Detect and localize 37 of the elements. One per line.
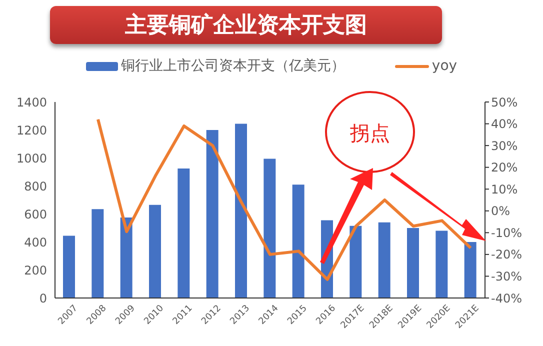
bar	[292, 184, 304, 298]
annotation: 拐点	[349, 121, 390, 145]
y-tick-label: 0	[39, 291, 47, 306]
bar	[92, 209, 104, 298]
y2-tick-label: -40%	[491, 291, 522, 306]
bar	[235, 124, 247, 298]
bar	[63, 236, 75, 298]
y2-tick-label: 20%	[491, 160, 518, 175]
y-tick-label: 200	[24, 263, 47, 278]
bar	[436, 230, 448, 298]
bar	[378, 222, 390, 298]
legend-label: yoy	[432, 58, 458, 74]
y2-tick-label: 40%	[491, 117, 518, 132]
bar	[407, 228, 419, 298]
y2-tick-label: 30%	[491, 138, 518, 153]
bar	[264, 158, 276, 298]
line-series	[96, 118, 472, 281]
y2-tick-label: -10%	[491, 226, 522, 240]
bar	[149, 204, 161, 298]
y-tick-label: 1400	[16, 95, 47, 110]
y2-tick-label: -20%	[491, 248, 522, 262]
bar	[464, 242, 476, 298]
y-tick-label: 1200	[16, 123, 47, 138]
bar	[206, 130, 218, 298]
chart-title: 主要铜矿企业资本开支图	[50, 6, 442, 44]
y-tick-label: 800	[24, 179, 47, 194]
y-tick-label: 600	[24, 207, 47, 222]
y2-tick-label: 0%	[491, 204, 510, 218]
legend-label: 铜行业上市公司资本开支（亿美元）	[120, 57, 345, 75]
y2-tick-label: 50%	[491, 95, 518, 110]
bar	[178, 168, 190, 298]
y-tick-label: 1000	[16, 151, 47, 166]
bar	[350, 226, 362, 298]
y2-tick-label: 10%	[491, 182, 518, 196]
bar	[120, 218, 132, 298]
y-tick-label: 400	[24, 235, 47, 250]
y2-tick-label: -30%	[491, 269, 522, 284]
